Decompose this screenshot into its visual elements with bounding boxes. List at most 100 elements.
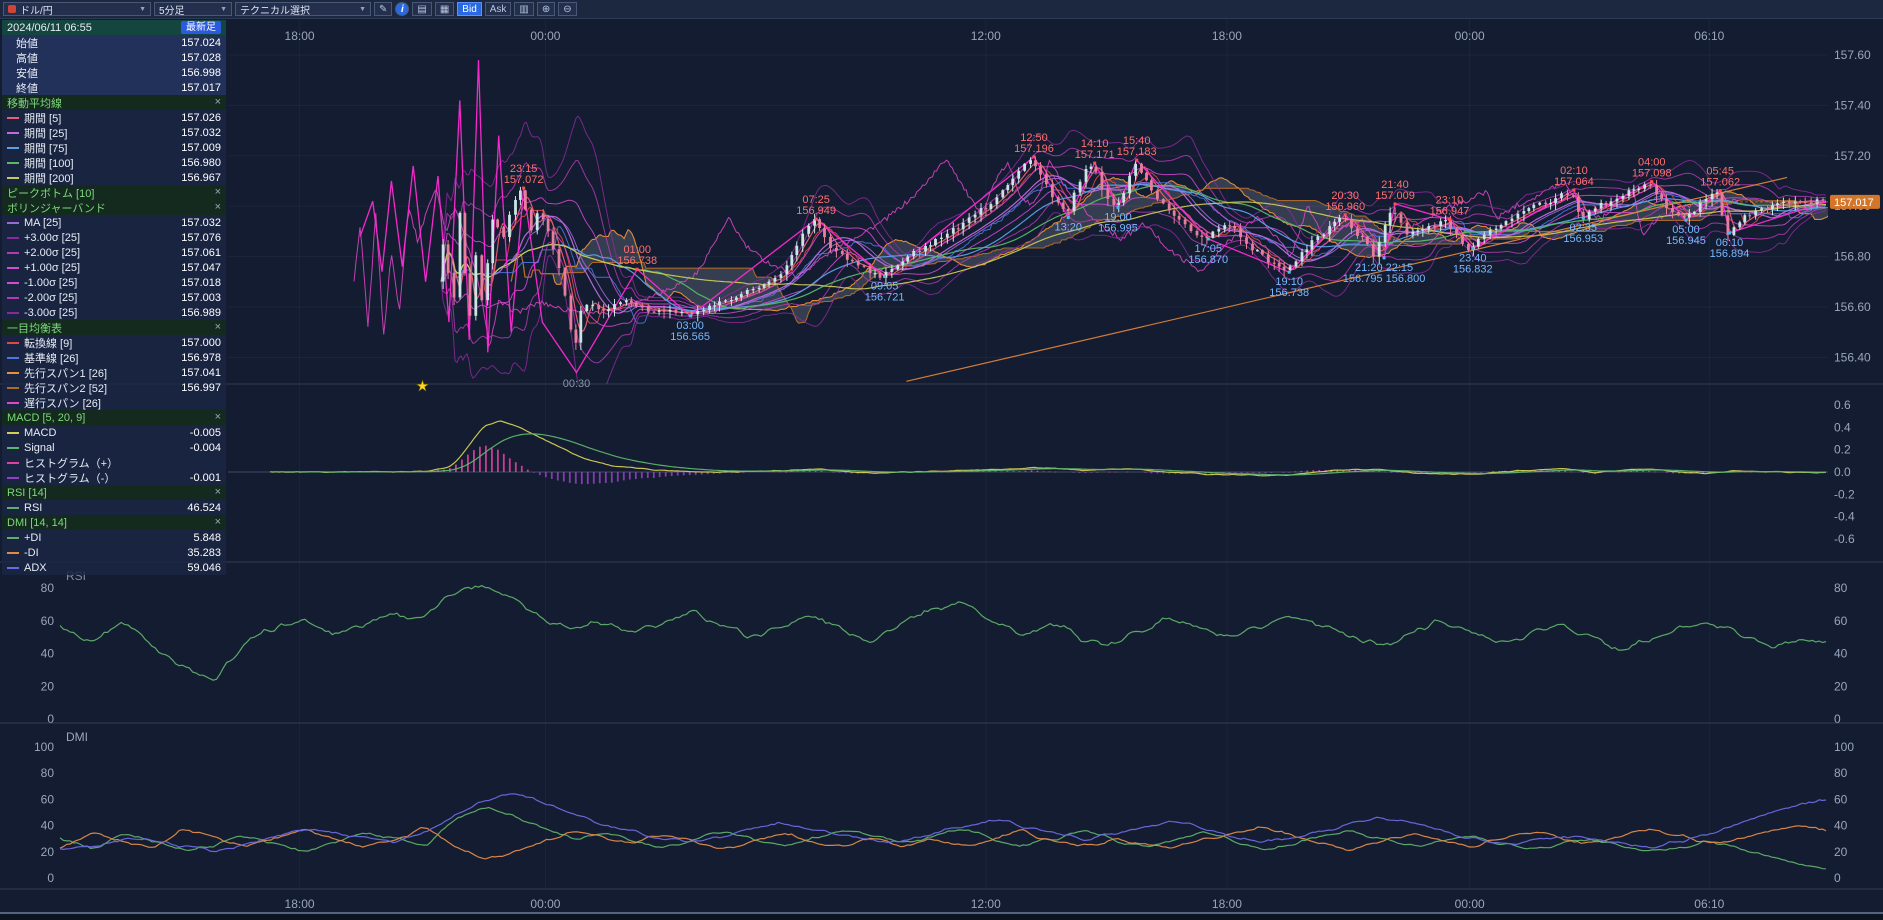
indicator-row[interactable]: +DI 5.848 (2, 530, 226, 545)
indicator-row[interactable]: -2.00σ [25] 157.003 (2, 290, 226, 305)
indicator-row[interactable]: -3.00σ [25] 156.989 (2, 305, 226, 320)
currency-pair-select[interactable]: ドル/円 ▼ (3, 2, 151, 17)
indicator-row[interactable]: 期間 [100] 156.980 (2, 155, 226, 170)
svg-text:06:10: 06:10 (1716, 237, 1744, 249)
svg-text:157.183: 157.183 (1117, 146, 1157, 158)
zoom-in-button[interactable]: ⊕ (536, 2, 556, 16)
section-header[interactable]: MACD [5, 20, 9] × (2, 410, 226, 425)
indicator-row[interactable]: 期間 [25] 157.032 (2, 125, 226, 140)
svg-text:18:00: 18:00 (285, 29, 315, 43)
chart-style-button[interactable]: ▥ (514, 2, 534, 16)
close-icon[interactable]: × (214, 321, 221, 333)
panel-toggle-button[interactable]: ▤ (412, 2, 432, 16)
indicator-row[interactable]: MA [25] 157.032 (2, 215, 226, 230)
row-label: 安値 (16, 67, 38, 80)
svg-text:157.072: 157.072 (504, 174, 544, 186)
layout-button[interactable]: ▦ (434, 2, 455, 16)
svg-text:157.60: 157.60 (1834, 48, 1871, 62)
indicator-row[interactable]: 基準線 [26] 156.978 (2, 350, 226, 365)
info-button[interactable]: i (395, 2, 410, 16)
indicator-row[interactable]: 期間 [75] 157.009 (2, 140, 226, 155)
svg-text:156.738: 156.738 (1269, 287, 1309, 299)
ohlc-row[interactable]: 高値 157.028 (2, 50, 226, 65)
ohlc-row[interactable]: 終値 157.017 (2, 80, 226, 95)
section-title: ピークボトム [10] (7, 187, 95, 200)
technical-select[interactable]: テクニカル選択 ▼ (235, 2, 371, 17)
indicator-row[interactable]: ヒストグラム（+） (2, 455, 226, 470)
draw-tool-button[interactable]: ✎ (374, 2, 393, 16)
zoom-out-button[interactable]: ⊖ (558, 2, 577, 16)
close-icon[interactable]: × (214, 186, 221, 198)
svg-text:03:00: 03:00 (676, 320, 704, 332)
svg-text:02:35: 02:35 (1569, 222, 1597, 234)
svg-text:20:30: 20:30 (1331, 190, 1359, 202)
indicator-row[interactable]: 期間 [200] 156.967 (2, 170, 226, 185)
indicator-row[interactable]: -1.00σ [25] 157.018 (2, 275, 226, 290)
indicator-row[interactable]: +3.00σ [25] 157.076 (2, 230, 226, 245)
indicator-row[interactable]: ヒストグラム（-） -0.001 (2, 470, 226, 485)
indicator-row[interactable]: -DI 35.283 (2, 545, 226, 560)
row-label: +2.00σ [25] (24, 246, 81, 259)
ohlc-row[interactable]: 安値 156.998 (2, 65, 226, 80)
indicator-row[interactable]: 遅行スパン [26] (2, 395, 226, 410)
star-marker: ★ (416, 378, 429, 395)
section-header[interactable]: ピークボトム [10] × (2, 185, 226, 200)
color-swatch (7, 386, 19, 389)
indicator-row[interactable]: 先行スパン1 [26] 157.041 (2, 365, 226, 380)
section-header[interactable]: RSI [14] × (2, 485, 226, 500)
indicator-row[interactable]: ADX 59.046 (2, 560, 226, 575)
svg-text:DMI: DMI (66, 730, 88, 744)
color-swatch (7, 236, 19, 239)
color-swatch (7, 566, 19, 569)
indicator-row[interactable]: +1.00σ [25] 157.047 (2, 260, 226, 275)
section-title: 移動平均線 (7, 97, 62, 110)
svg-text:01:00: 01:00 (623, 244, 651, 256)
bid-button[interactable]: Bid (457, 2, 482, 16)
indicator-row[interactable]: 先行スパン2 [52] 156.997 (2, 380, 226, 395)
svg-text:156.960: 156.960 (1325, 201, 1365, 213)
row-label: 転換線 [9] (24, 337, 73, 350)
indicator-row[interactable]: 期間 [5] 157.026 (2, 110, 226, 125)
section-title: MACD [5, 20, 9] (7, 411, 86, 424)
close-icon[interactable]: × (214, 516, 221, 528)
close-icon[interactable]: × (214, 96, 221, 108)
indicator-row[interactable]: +2.00σ [25] 157.061 (2, 245, 226, 260)
latest-candle-badge[interactable]: 最新足 (181, 21, 221, 34)
timeframe-select[interactable]: 5分足 ▼ (154, 2, 232, 17)
svg-text:156.80: 156.80 (1834, 250, 1871, 264)
indicator-row[interactable]: Signal -0.004 (2, 440, 226, 455)
svg-text:05:45: 05:45 (1706, 166, 1734, 178)
svg-text:23:10: 23:10 (1436, 195, 1464, 207)
color-swatch (7, 251, 19, 254)
chevron-down-icon: ▼ (139, 5, 146, 13)
indicator-row[interactable]: 転換線 [9] 157.000 (2, 335, 226, 350)
last-price-tag (1830, 194, 1880, 209)
section-header[interactable]: 移動平均線 × (2, 95, 226, 110)
section-header[interactable]: 一目均衡表 × (2, 320, 226, 335)
svg-text:157.171: 157.171 (1075, 149, 1115, 161)
close-icon[interactable]: × (214, 411, 221, 423)
color-swatch (7, 296, 19, 299)
row-label: +DI (24, 531, 42, 544)
close-icon[interactable]: × (214, 201, 221, 213)
color-swatch (7, 551, 19, 554)
indicator-row[interactable]: MACD -0.005 (2, 425, 226, 440)
close-icon[interactable]: × (214, 486, 221, 498)
svg-text:0: 0 (47, 712, 54, 726)
section-header[interactable]: ボリンジャーバンド × (2, 200, 226, 215)
svg-text:40: 40 (1834, 819, 1848, 833)
svg-text:21:40: 21:40 (1381, 179, 1409, 191)
section-title: RSI [14] (7, 486, 47, 499)
color-swatch (7, 536, 19, 539)
panel-timestamp-row[interactable]: 2024/06/11 06:55 最新足 (2, 20, 226, 35)
section-header[interactable]: DMI [14, 14] × (2, 515, 226, 530)
timeframe-label: 5分足 (159, 5, 185, 17)
color-swatch (7, 146, 19, 149)
ohlc-row[interactable]: 始値 157.024 (2, 35, 226, 50)
row-value: 156.998 (181, 66, 221, 79)
ask-button[interactable]: Ask (484, 2, 512, 16)
row-value: 156.997 (181, 381, 221, 394)
indicator-row[interactable]: RSI 46.524 (2, 500, 226, 515)
svg-text:17:05: 17:05 (1195, 243, 1223, 255)
